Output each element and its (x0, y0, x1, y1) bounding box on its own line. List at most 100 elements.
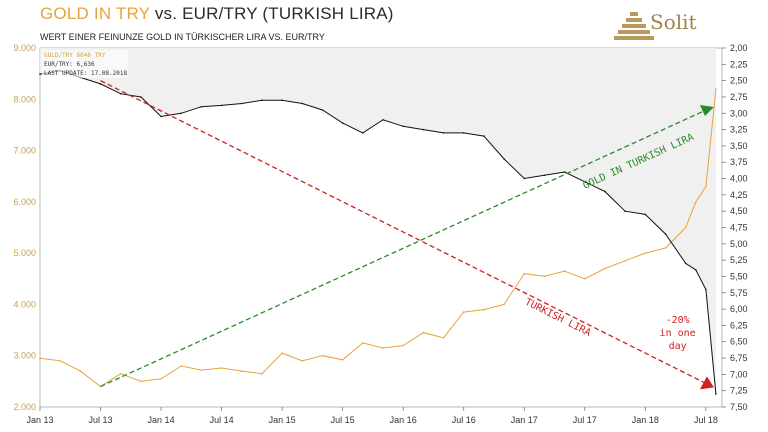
y-right-tick-label: 3,50 (730, 141, 748, 151)
y-left-tick-label: 6.000 (13, 197, 36, 207)
y-left-tick-label: 2.000 (13, 402, 36, 412)
y-right-tick-label: 7,00 (730, 369, 748, 379)
legend-box: GOLD/TRY 6046 TRY EUR/TRY: 6,636 LAST UPDA… (42, 50, 128, 78)
y-right-tick-label: 3,75 (730, 157, 748, 167)
y-right-tick-label: 4,25 (730, 190, 748, 200)
y-left-tick-label: 4.000 (13, 299, 36, 309)
y-left-tick-label: 9.000 (13, 43, 36, 53)
eur-try-point (140, 96, 142, 98)
eur-try-point (442, 132, 445, 134)
annotation-drop-note: in one (660, 328, 696, 339)
gold-try-point (301, 360, 304, 362)
y-left-tick-label: 3.000 (13, 351, 36, 361)
gold-try-point (402, 344, 405, 347)
annotation-drop-note: -20% (666, 315, 690, 326)
x-tick-label: Jul 17 (573, 415, 597, 425)
eur-try-point (281, 99, 283, 101)
gold-try-point (119, 372, 122, 375)
eur-try-point (503, 158, 505, 160)
gold-try-point (241, 370, 243, 372)
eur-try-point (180, 112, 182, 115)
gold-try-point (79, 370, 82, 372)
legend-bg (42, 50, 128, 78)
eur-try-point (261, 99, 263, 101)
gold-try-point (624, 260, 626, 262)
gold-try-point (462, 311, 465, 313)
y-left-tick-label: 7.000 (13, 146, 36, 156)
gold-try-point (705, 185, 707, 188)
gold-trend-arrow-line (100, 110, 705, 388)
gold-trend-arrow-head-icon (699, 104, 714, 116)
y-left-tick-label: 5.000 (13, 248, 36, 258)
eur-try-point (543, 174, 546, 177)
gold-try-point (220, 367, 223, 369)
gold-try-point (644, 252, 647, 254)
y-right-tick-label: 3,25 (730, 125, 748, 135)
eur-try-point (362, 132, 364, 134)
gold-try-point (362, 342, 364, 344)
eur-try-point (341, 122, 344, 124)
x-tick-label: Jan 16 (390, 415, 417, 425)
gold-try-point (483, 308, 485, 311)
legend-last-update: LAST UPDATE: 17.08.2018 (44, 70, 127, 77)
logo-text: Solit (650, 10, 697, 34)
x-tick-label: Jan 18 (632, 415, 659, 425)
eur-try-point (321, 109, 324, 111)
legend-gold-try: GOLD/TRY 6046 TRY (44, 52, 106, 59)
y-right-tick-label: 5,00 (730, 239, 748, 249)
x-tick-label: Jul 13 (89, 415, 113, 425)
chart-subtitle: WERT EINER FEINUNZE GOLD IN TÜRKISCHER L… (40, 32, 325, 42)
gold-try-point (160, 378, 162, 380)
y-right-tick-label: 6,50 (730, 337, 748, 347)
gold-try-point (180, 365, 182, 367)
annotation-drop-note: day (669, 341, 687, 352)
y-right-tick-label: 4,00 (730, 174, 748, 184)
y-right-tick-label: 4,75 (730, 223, 748, 233)
y-right-tick-label: 5,75 (730, 288, 748, 298)
gold-try-point (442, 337, 445, 339)
gold-try-point (39, 357, 41, 360)
eur-try-point (119, 92, 122, 95)
y-left-tick-label: 8.000 (13, 94, 36, 104)
eur-try-point (604, 190, 606, 193)
eur-try-point (624, 210, 626, 212)
gold-try-point (503, 303, 505, 306)
eur-try-point (695, 269, 697, 271)
eur-try-point (584, 181, 586, 183)
y-right-tick-label: 2,75 (730, 92, 748, 102)
gold-try-point (140, 380, 142, 383)
title-rest: vs. EUR/TRY (TURKISH LIRA) (149, 4, 394, 23)
eur-try-point (241, 102, 243, 105)
lira-trend-arrow-head-icon (699, 376, 714, 390)
eur-try-point (563, 171, 566, 173)
eur-try-line (39, 70, 717, 394)
gold-try-point (382, 347, 384, 349)
y-right-tick-label: 5,50 (730, 271, 748, 281)
y-right-tick-label: 7,50 (730, 402, 748, 412)
x-tick-label: Jan 15 (269, 415, 296, 425)
gold-try-point (341, 359, 344, 361)
gold-try-point (543, 275, 546, 278)
gold-try-point (281, 352, 283, 354)
eur-try-point (99, 83, 102, 85)
eur-try-point (39, 73, 41, 75)
y-right-tick-label: 2,25 (730, 59, 748, 69)
eur-try-point (644, 213, 647, 216)
title-gold: GOLD IN TRY (40, 4, 150, 23)
chart-title: GOLD IN TRY vs. EUR/TRY (TURKISH LIRA) (40, 4, 394, 24)
eur-try-point (402, 125, 405, 128)
y-right-tick-label: 7,25 (730, 386, 748, 396)
x-tick-label: Jul 16 (452, 415, 476, 425)
x-tick-label: Jul 15 (331, 415, 355, 425)
gold-try-point (604, 267, 606, 270)
logo-pyramid-icon (614, 12, 654, 40)
y-right-tick-label: 6,00 (730, 304, 748, 314)
eur-try-point (462, 132, 465, 134)
eurtry-fill-area (40, 48, 716, 394)
eur-try-point (483, 135, 485, 137)
y-right-tick-label: 2,00 (730, 43, 748, 53)
eur-try-point (160, 115, 162, 118)
gold-try-point (664, 247, 667, 249)
y-right-tick-label: 6,75 (730, 353, 748, 363)
